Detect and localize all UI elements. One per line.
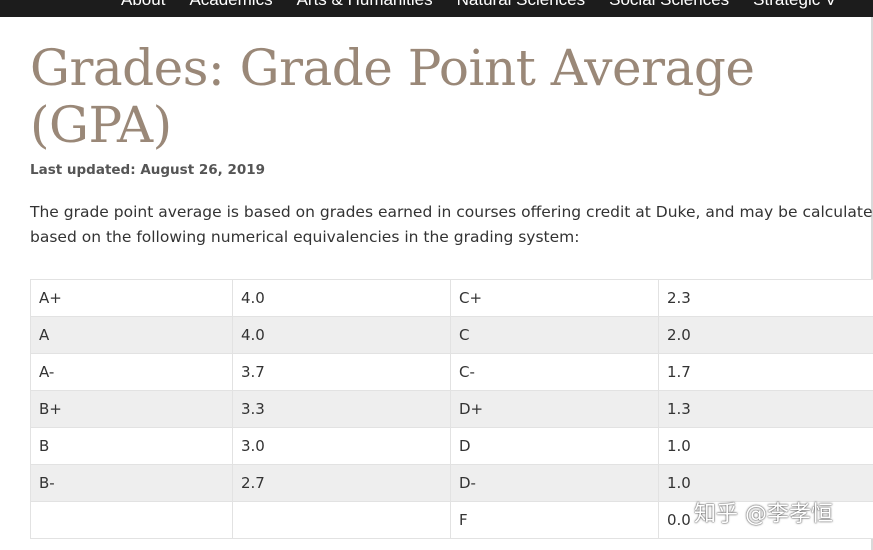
page-title: Grades: Grade Point Average (GPA) xyxy=(30,39,755,154)
points-cell: 3.0 xyxy=(232,427,451,465)
grade-cell: F xyxy=(450,501,659,539)
grade-cell: A xyxy=(30,316,233,354)
nav-item-about[interactable]: About xyxy=(121,0,165,12)
table-row: F 0.0 xyxy=(30,501,873,539)
grade-cell: D xyxy=(450,427,659,465)
points-cell: 3.7 xyxy=(232,353,451,391)
grade-cell: B- xyxy=(30,464,233,502)
points-cell: 0.0 xyxy=(658,501,873,539)
nav-item-arts-humanities[interactable]: Arts & Humanities xyxy=(297,0,433,12)
grade-cell: A- xyxy=(30,353,233,391)
grade-cell xyxy=(30,501,233,539)
intro-paragraph: The grade point average is based on grad… xyxy=(30,200,873,250)
grade-cell: C xyxy=(450,316,659,354)
top-navigation-items: About Academics Arts & Humanities Natura… xyxy=(121,0,860,12)
points-cell: 1.0 xyxy=(658,427,873,465)
table-row: B 3.0 D 1.0 xyxy=(30,427,873,465)
points-cell: 1.0 xyxy=(658,464,873,502)
points-cell: 2.7 xyxy=(232,464,451,502)
grade-cell: D- xyxy=(450,464,659,502)
table-row: B- 2.7 D- 1.0 xyxy=(30,464,873,502)
grade-cell: C+ xyxy=(450,279,659,317)
points-cell: 1.3 xyxy=(658,390,873,428)
nav-item-natural-sciences[interactable]: Natural Sciences xyxy=(457,0,586,12)
points-cell: 3.3 xyxy=(232,390,451,428)
grade-cell: B xyxy=(30,427,233,465)
points-cell: 1.7 xyxy=(658,353,873,391)
points-cell: 2.0 xyxy=(658,316,873,354)
points-cell xyxy=(232,501,451,539)
last-updated: Last updated: August 26, 2019 xyxy=(30,162,266,178)
table-row: A+ 4.0 C+ 2.3 xyxy=(30,279,873,317)
points-cell: 4.0 xyxy=(232,279,451,317)
table-row: B+ 3.3 D+ 1.3 xyxy=(30,390,873,428)
points-cell: 4.0 xyxy=(232,316,451,354)
grade-cell: C- xyxy=(450,353,659,391)
grade-cell: B+ xyxy=(30,390,233,428)
grades-table: A+ 4.0 C+ 2.3 A 4.0 C 2.0 A- 3.7 C- 1.7 … xyxy=(30,279,873,539)
table-row: A 4.0 C 2.0 xyxy=(30,316,873,354)
table-row: A- 3.7 C- 1.7 xyxy=(30,353,873,391)
nav-item-social-sciences[interactable]: Social Sciences xyxy=(609,0,729,12)
intro-line: based on the following numerical equival… xyxy=(30,228,580,246)
intro-line: The grade point average is based on grad… xyxy=(30,203,873,221)
nav-item-academics[interactable]: Academics xyxy=(189,0,272,12)
grade-cell: D+ xyxy=(450,390,659,428)
grade-cell: A+ xyxy=(30,279,233,317)
watermark-text: 知乎 @李孝恒 xyxy=(694,502,833,527)
nav-item-strategic[interactable]: Strategic V xyxy=(753,0,836,12)
top-navigation: About Academics Arts & Humanities Natura… xyxy=(0,0,873,17)
points-cell: 2.3 xyxy=(658,279,873,317)
